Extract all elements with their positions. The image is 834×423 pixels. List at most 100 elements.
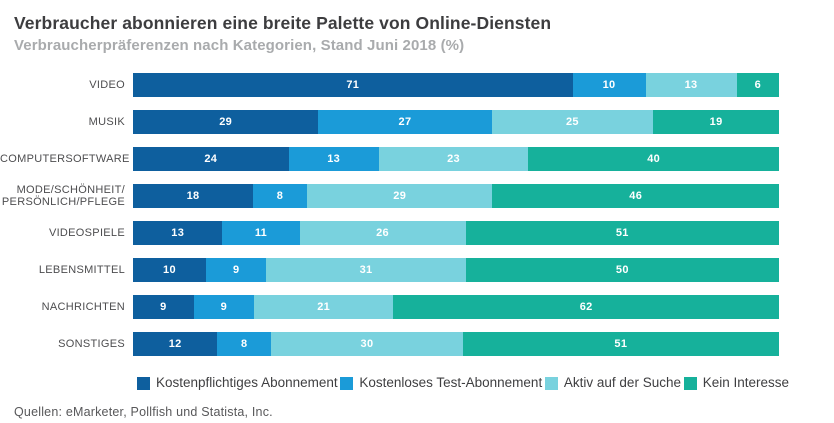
stacked-bar: 13 11 26 51: [133, 221, 779, 245]
segment-value-label: 40: [647, 153, 661, 165]
bar-segment: 46: [492, 184, 780, 208]
chart-row: MUSIK 29 27 25 19: [0, 110, 834, 134]
bar-segment: 8: [217, 332, 272, 356]
category-label: VIDEO: [89, 79, 125, 91]
segment-value-label: 13: [327, 153, 341, 165]
segment-value-label: 51: [615, 227, 629, 239]
segment-value-label: 9: [233, 264, 240, 276]
bar-segment: 23: [378, 147, 529, 171]
bar-segment: 21: [254, 295, 394, 319]
segment-value-label: 6: [754, 79, 761, 91]
chart-footer: Quellen: eMarketer, Pollfish und Statist…: [14, 403, 834, 421]
category-label: MODE/SCHÖNHEIT/ PERSÖNLICH/PFLEGE: [1, 184, 125, 208]
bar-segment: 10: [133, 258, 206, 282]
legend-swatch: [683, 376, 697, 390]
stacked-bar: 12 8 30 51: [133, 332, 779, 356]
bar-segment: 29: [307, 184, 493, 208]
chart-header: Verbraucher abonnieren eine breite Palet…: [0, 0, 834, 56]
bar-segment: 71: [133, 73, 573, 97]
stacked-bar: 71 10 13 6: [133, 73, 780, 97]
bar-segment: 50: [465, 258, 780, 282]
segment-value-label: 71: [346, 79, 360, 91]
chart-row: COMPUTERSOFTWARE 24 13 23 40: [0, 147, 834, 171]
segment-value-label: 25: [566, 116, 579, 128]
bar-segment: 30: [271, 332, 463, 356]
bar-segment: 51: [462, 332, 779, 356]
segment-value-label: 27: [398, 116, 412, 128]
page-title: Verbraucher abonnieren eine breite Palet…: [14, 13, 552, 33]
bar-segment: 18: [133, 184, 253, 208]
chart-row: NACHRICHTEN 9 9 21 62: [0, 295, 834, 319]
category-label: VIDEOSPIELE: [48, 227, 125, 239]
chart-row: VIDEOSPIELE 13 11 26 51: [0, 221, 834, 245]
chart-legend: Kostenpflichtiges Abonnement Kostenloses …: [137, 376, 789, 390]
bar-segment: 13: [288, 147, 379, 171]
segment-value-label: 11: [254, 227, 268, 239]
bar-segment: 40: [528, 147, 779, 171]
segment-value-label: 12: [168, 338, 182, 350]
segment-value-label: 29: [219, 116, 233, 128]
legend-item: Kein Interesse: [683, 375, 789, 390]
segment-value-label: 8: [276, 190, 284, 202]
bar-segment: 11: [222, 221, 300, 245]
legend-item: Aktiv auf der Suche: [544, 375, 681, 390]
bar-segment: 12: [133, 332, 218, 356]
bar-segment: 24: [133, 147, 289, 171]
bar-segment: 9: [205, 258, 267, 282]
segment-value-label: 31: [359, 264, 373, 276]
bar-segment: 10: [572, 73, 646, 97]
segment-value-label: 10: [163, 264, 176, 276]
stacked-bar: 29 27 25 19: [133, 110, 779, 134]
bar-segment: 25: [491, 110, 654, 134]
segment-value-label: 29: [393, 190, 407, 202]
segment-value-label: 13: [171, 227, 185, 239]
bar-segment: 31: [266, 258, 466, 282]
bar-segment: 9: [133, 295, 194, 319]
chart-row: LEBENSMITTEL 10 9 31 50: [0, 258, 834, 282]
chart-row: SONSTIGES 12 8 30 51: [0, 332, 834, 356]
page-subtitle: Verbraucherpräferenzen nach Kategorien, …: [14, 37, 465, 54]
segment-value-label: 18: [186, 190, 200, 202]
bar-segment: 29: [133, 110, 319, 134]
segment-value-label: 10: [602, 79, 616, 91]
source-note: Quellen: eMarketer, Pollfish und Statist…: [14, 405, 273, 419]
bar-segment: 8: [252, 184, 307, 208]
segment-value-label: 51: [614, 338, 628, 350]
segment-value-label: 62: [579, 301, 593, 313]
chart-row: VIDEO 71 10 13 6: [0, 73, 834, 97]
chart-row: MODE/SCHÖNHEIT/ PERSÖNLICH/PFLEGE 18 8 29 46: [0, 184, 834, 208]
bar-segment: 62: [393, 295, 779, 319]
legend-item: Kostenloses Test-Abonnement: [340, 376, 542, 390]
segment-value-label: 21: [317, 301, 331, 313]
segment-value-label: 24: [204, 153, 218, 165]
segment-value-label: 9: [220, 301, 228, 313]
stacked-bar-chart: VIDEO 71 10 13 6 MUSIK 29 27 25 19 COMPUTERSOFTWAR…: [0, 73, 834, 356]
legend-swatch: [340, 376, 354, 390]
segment-value-label: 8: [241, 338, 248, 350]
category-label: LEBENSMITTEL: [38, 264, 125, 276]
legend-label: Kein Interesse: [702, 375, 789, 390]
category-label: COMPUTERSOFTWARE: [0, 153, 130, 165]
legend-swatch: [544, 376, 558, 390]
segment-value-label: 13: [684, 79, 698, 91]
stacked-bar: 24 13 23 40: [133, 147, 779, 171]
bar-segment: 6: [736, 73, 780, 97]
segment-value-label: 50: [615, 264, 629, 276]
stacked-bar: 9 9 21 62: [133, 295, 779, 319]
bar-segment: 19: [653, 110, 779, 134]
legend-label: Kostenloses Test-Abonnement: [359, 375, 543, 390]
segment-value-label: 23: [447, 153, 460, 165]
category-label: NACHRICHTEN: [41, 301, 125, 313]
bar-segment: 26: [299, 221, 466, 245]
category-label: MUSIK: [88, 116, 125, 128]
legend-swatch: [137, 376, 150, 390]
stacked-bar: 10 9 31 50: [133, 258, 780, 282]
segment-value-label: 19: [709, 116, 723, 128]
bar-segment: 13: [645, 73, 737, 97]
legend-label: Aktiv auf der Suche: [563, 375, 681, 390]
category-label: SONSTIGES: [58, 338, 125, 350]
bar-segment: 9: [193, 295, 255, 319]
segment-value-label: 46: [629, 190, 643, 202]
bar-segment: 27: [318, 110, 492, 134]
